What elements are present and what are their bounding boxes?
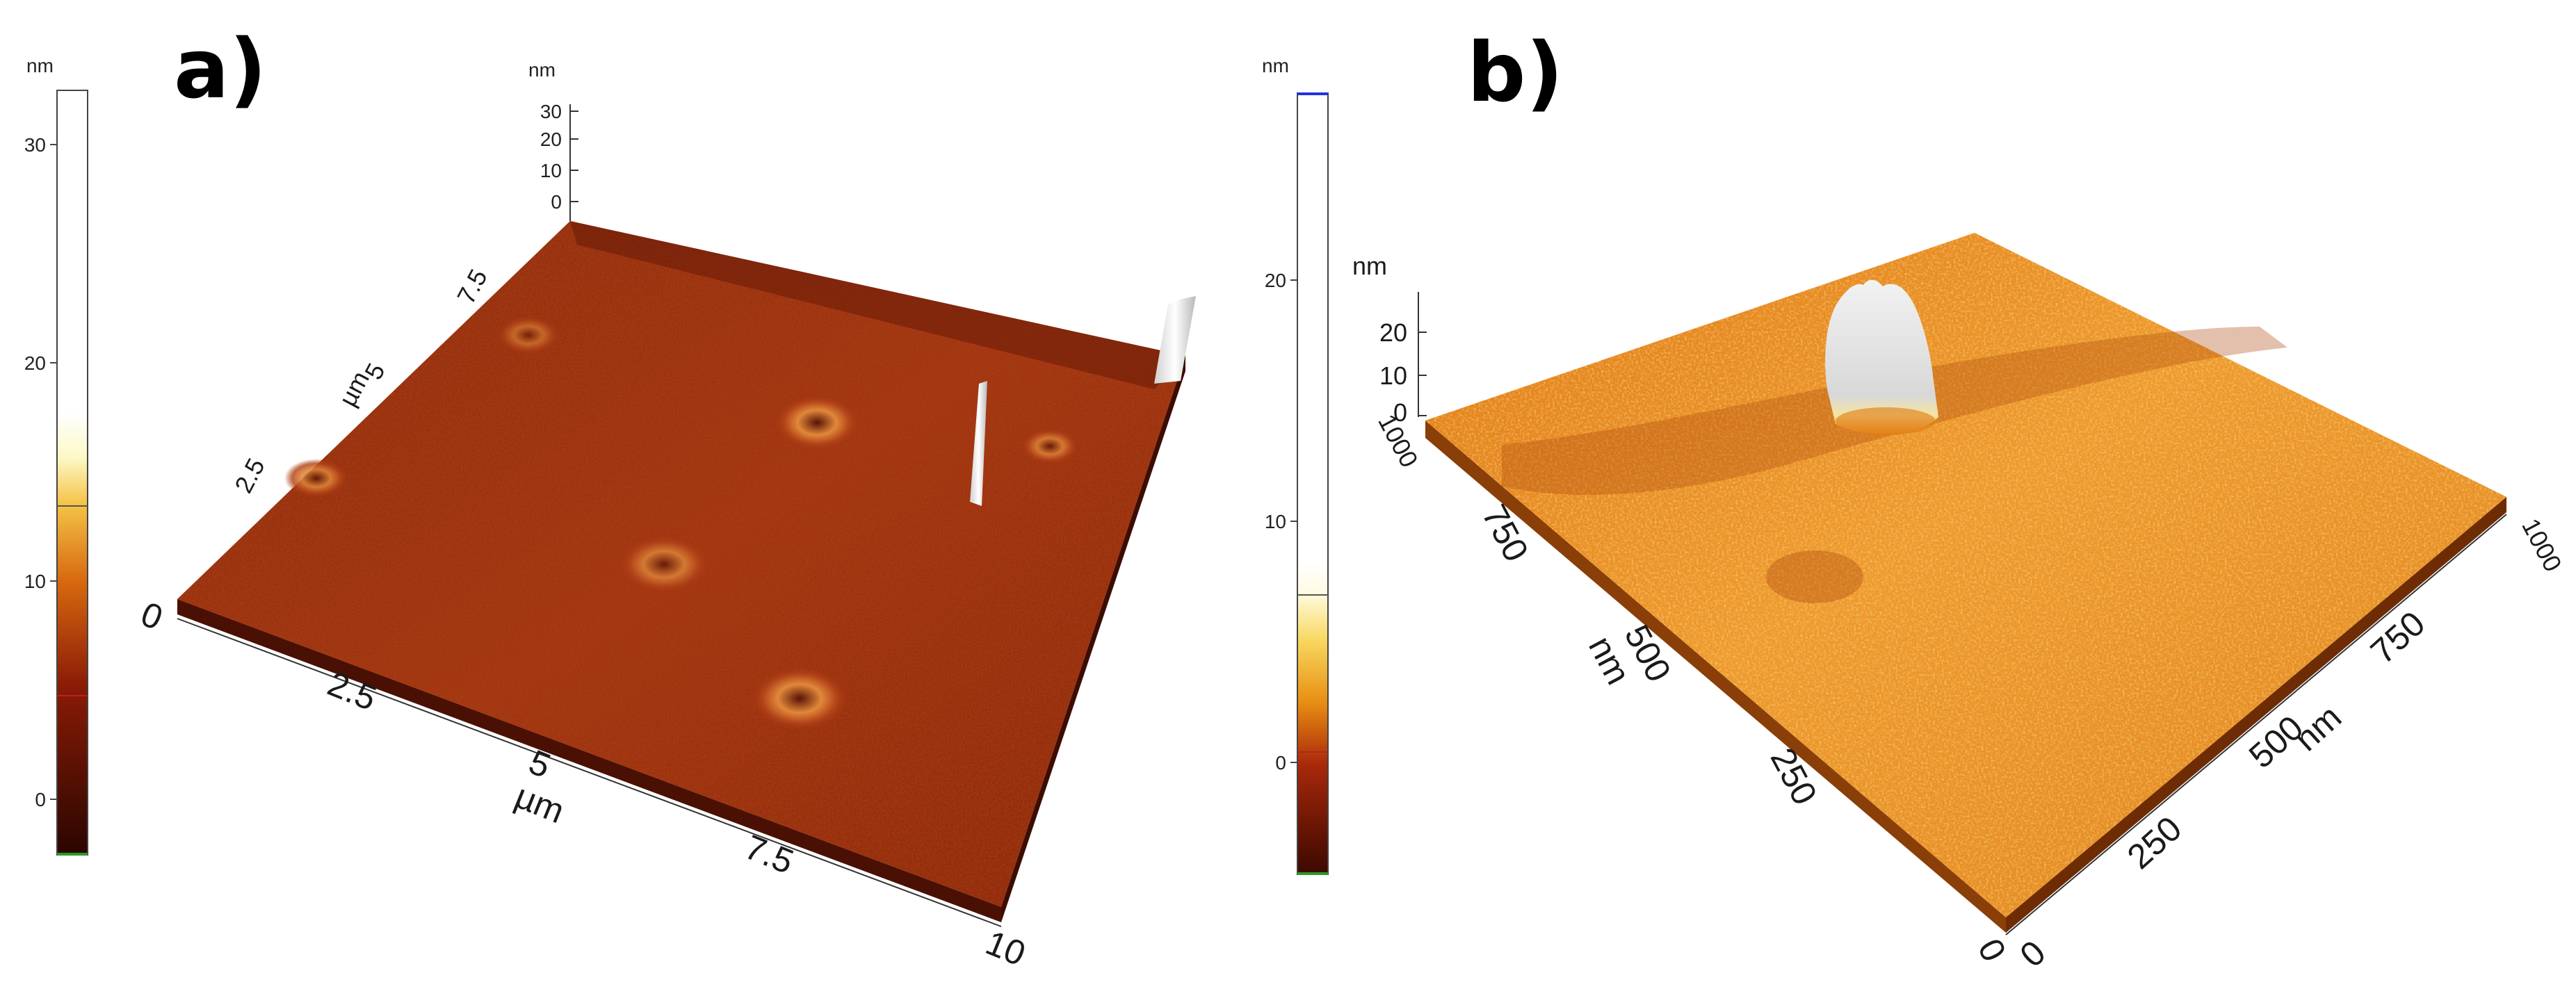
panel-b-surface-texture (1425, 233, 2506, 917)
panel-a-colorbar-unit: nm (26, 55, 54, 76)
panel-a-x-unit: µm (510, 776, 569, 831)
panel-a-z-axis: nm 30 20 10 0 (528, 59, 578, 221)
panel-b-colorbar-tick-20: 20 (1265, 270, 1286, 291)
panel-a-colorbar-tick-10: 10 (24, 571, 46, 592)
panel-a-colorbar-tick-20: 20 (24, 352, 46, 374)
panel-b-pit (1766, 550, 1863, 603)
panel-a-x-tick-0: 0 (136, 594, 168, 637)
panel-b-particle-base (1836, 407, 1936, 435)
panel-a-z-tick-20: 20 (540, 129, 562, 150)
panel-b-colorbar-ticks: 20 10 0 (1265, 270, 1297, 774)
panel-a-pit (774, 395, 860, 450)
panel-a-surface-edge-right (1001, 356, 1185, 922)
panel-b-surface (1425, 233, 2506, 933)
panel-b-x-tick-1000: 1000 (2516, 514, 2568, 576)
panel-a-y-tick-2.5: 2.5 (229, 453, 270, 497)
panel-a-colorbar-tick-0: 0 (35, 789, 46, 810)
panel-a-z-tick-0: 0 (551, 191, 562, 213)
panel-b-y-tick-1000: 1000 (1372, 409, 1424, 472)
panel-b-colorbar-tick-0: 0 (1275, 752, 1286, 774)
panel-a-colorbar-tick-30: 30 (24, 134, 46, 156)
panel-b-colorbar: nm 20 10 0 (1262, 55, 1329, 875)
panel-a-z-tick-10: 10 (540, 160, 562, 181)
panel-a: a) nm 30 20 10 0 nm (24, 21, 1196, 974)
panel-a-pit (618, 535, 710, 594)
panel-b-z-tick-20: 20 (1379, 318, 1407, 347)
panel-b: b) nm 20 10 0 nm 20 1 (1262, 24, 2568, 974)
panel-b-z-axis: nm 20 10 0 (1352, 252, 1427, 427)
panel-a-spike (1154, 296, 1196, 384)
panel-b-surface-edge-right (2006, 497, 2506, 933)
panel-a-surface-edge-front (177, 599, 1001, 922)
panel-b-x-tick-0: 0 (2013, 933, 2053, 974)
panel-b-colorbar-scale (1297, 92, 1329, 875)
panel-a-colorbar: nm 30 20 10 0 (24, 55, 88, 856)
panel-a-pit (1021, 428, 1079, 464)
panel-a-label: a) (174, 21, 267, 117)
panel-a-z-unit: nm (528, 59, 556, 81)
panel-b-particle (1825, 279, 1938, 434)
panel-a-pit (496, 316, 560, 354)
panel-b-surface-edge-left (1425, 420, 2006, 933)
panel-a-z-tick-30: 30 (540, 101, 562, 122)
panel-b-colorbar-tick-10: 10 (1265, 511, 1286, 532)
panel-a-surface (177, 221, 1196, 922)
panel-a-pit (751, 667, 848, 730)
panel-a-pit (284, 459, 348, 498)
panel-b-y-tick-0: 0 (1970, 933, 2014, 968)
panel-a-colorbar-scale (56, 90, 88, 856)
panel-b-z-unit: nm (1352, 252, 1387, 280)
panel-b-label: b) (1467, 24, 1563, 120)
panel-a-spike (970, 381, 987, 506)
panel-a-colorbar-ticks: 30 20 10 0 (24, 134, 57, 810)
panel-a-surface-back-shade (570, 221, 1185, 389)
panel-b-colorbar-unit: nm (1262, 55, 1289, 76)
panel-a-x-tick-10: 10 (980, 923, 1031, 974)
panel-b-z-tick-10: 10 (1379, 361, 1407, 390)
panel-b-z-tick-0: 0 (1393, 398, 1407, 427)
